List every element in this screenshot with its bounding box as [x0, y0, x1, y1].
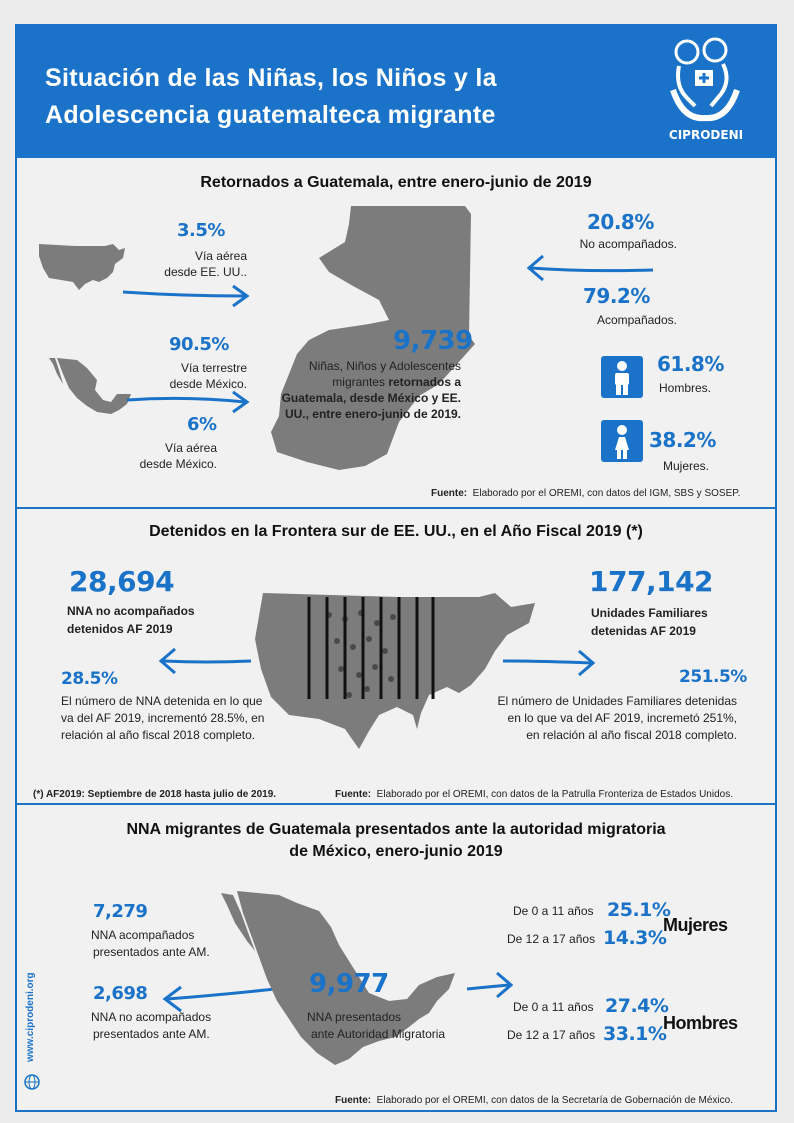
- section2-title: Detenidos en la Frontera sur de EE. UU.,…: [149, 523, 643, 540]
- family-units-total: 177,142: [589, 565, 714, 598]
- mx-accompanied-text-1: NNA acompañados: [91, 928, 195, 942]
- arrow-left-nna: [158, 647, 252, 675]
- guatemala-map-icon: [271, 206, 475, 470]
- logo-text: CIPRODENI: [668, 128, 744, 142]
- women-12-17-percent: 14.3%: [603, 927, 667, 949]
- logo-children-icon: [670, 37, 740, 122]
- women-0-11-label: De 0 a 11 años: [513, 904, 594, 918]
- men-percent: 61.8%: [657, 352, 724, 376]
- mx-accompanied-total: 7,279: [93, 901, 148, 922]
- globe-icon: [24, 1074, 40, 1090]
- section3-title-line-2: de México, enero-junio 2019: [289, 843, 503, 860]
- mexico-land-percent: 90.5%: [169, 334, 229, 355]
- men-12-17-percent: 33.1%: [603, 1023, 667, 1045]
- mx-accompanied-text-2: presentados ante AM.: [93, 945, 210, 959]
- mexico-large-map-icon: [221, 891, 455, 1065]
- mexico-air-percent: 6%: [187, 414, 217, 435]
- returnees-total: 9,739: [393, 326, 473, 356]
- female-figure-icon: [601, 420, 643, 462]
- nna-increase-text-3: relación al año fiscal 2018 completo.: [61, 728, 256, 742]
- mx-unaccompanied-text-2: presentados ante AM.: [93, 1027, 210, 1041]
- infographic-frame: Situación de las Niñas, los Niños y la A…: [15, 24, 777, 1112]
- men-group-label: Hombres: [663, 1013, 738, 1033]
- family-increase-text-3: en relación al año fiscal 2018 completo.: [526, 728, 737, 742]
- section1-source-text: Elaborado por el OREMI, con datos del IG…: [472, 488, 741, 499]
- returnees-text-4: UU., entre enero-junio de 2019.: [284, 407, 461, 421]
- nna-detained-total: 28,694: [69, 565, 175, 598]
- nna-increase-percent: 28.5%: [61, 669, 118, 689]
- title-line-1: Situación de las Niñas, los Niños y la: [45, 64, 497, 92]
- arrow-right-usa: [122, 284, 250, 308]
- accompanied-text: Acompañados.: [596, 313, 677, 327]
- usa-air-percent: 3.5%: [177, 220, 225, 241]
- section-returnees: Retornados a Guatemala, entre enero-juni…: [17, 158, 775, 507]
- section3-title-line-1: NNA migrantes de Guatemala presentados a…: [126, 821, 666, 838]
- mexico-air-text-2: desde México.: [139, 457, 217, 471]
- ciprodeni-logo: CIPRODENI: [665, 36, 747, 146]
- usa-detention-map-icon: [255, 593, 535, 749]
- family-increase-percent: 251.5%: [679, 667, 747, 687]
- section2-source-label: Fuente:: [335, 789, 372, 800]
- section1-title: Retornados a Guatemala, entre enero-juni…: [200, 174, 592, 191]
- women-group-label: Mujeres: [663, 915, 728, 935]
- mx-unaccompanied-total: 2,698: [93, 983, 148, 1004]
- header-banner: Situación de las Niñas, los Niños y la A…: [17, 26, 775, 158]
- section2-footnote: (*) AF2019: Septiembre de 2018 hasta jul…: [33, 789, 277, 800]
- section1-source: Fuente: Elaborado por el OREMI, con dato…: [431, 488, 761, 499]
- family-increase-text-2: en lo que va del AF 2019, incremetó 251%…: [507, 711, 737, 725]
- section2-source: Fuente: Elaborado por el OREMI, con dato…: [335, 789, 775, 800]
- accompanied-percent: 79.2%: [583, 284, 650, 308]
- returnees-text-1: Niñas, Niños y Adolescentes: [308, 359, 461, 373]
- men-12-17-label: De 12 a 17 años: [507, 1028, 596, 1042]
- women-percent: 38.2%: [649, 428, 716, 452]
- male-figure-icon: [601, 356, 643, 398]
- men-0-11-percent: 27.4%: [605, 995, 669, 1017]
- family-increase-text-1: El número de Unidades Familiares detenid…: [497, 694, 737, 708]
- usa-air-text-2: desde EE. UU..: [164, 265, 247, 279]
- returnees-text-3: Guatemala, desde México y EE.: [281, 391, 461, 405]
- mx-presented-total: 9,977: [309, 969, 389, 999]
- family-units-text-2: detenidas AF 2019: [591, 624, 696, 638]
- section3-source: Fuente: Elaborado por el OREMI, con dato…: [335, 1095, 775, 1106]
- section1-source-label: Fuente:: [431, 488, 468, 499]
- arrow-left-mexico: [162, 985, 276, 1013]
- family-units-text-1: Unidades Familiares: [591, 606, 708, 620]
- mx-presented-text-1: NNA presentados: [307, 1010, 402, 1024]
- returnees-text-2a: migrantes: [332, 375, 389, 389]
- nna-detained-text-1: NNA no acompañados: [67, 604, 195, 618]
- website-link[interactable]: www.ciprodeni.org: [25, 972, 36, 1062]
- unaccompanied-percent: 20.8%: [587, 210, 654, 234]
- usa-map-icon: [39, 244, 125, 290]
- nna-increase-text-1: El número de NNA detenida en lo que: [61, 694, 263, 708]
- usa-air-text-1: Vía aérea: [194, 249, 247, 263]
- unaccompanied-text: No acompañados.: [579, 237, 677, 251]
- mx-presented-text-2: ante Autoridad Migratoria: [311, 1027, 446, 1041]
- nna-increase-text-2: va del AF 2019, incrementó 28.5%, en: [61, 711, 265, 725]
- mx-unaccompanied-text-1: NNA no acompañados: [91, 1010, 212, 1024]
- arrow-right-mexico: [126, 390, 250, 414]
- arrow-right-breakdown: [466, 971, 514, 999]
- mexico-air-text-1: Vía aérea: [164, 441, 217, 455]
- mexico-land-text-1: Vía terrestre: [180, 361, 247, 375]
- mexico-map-icon: [49, 358, 131, 414]
- arrow-left-returnees: [526, 254, 654, 282]
- men-text: Hombres.: [659, 381, 712, 395]
- nna-detained-text-2: detenidos AF 2019: [67, 622, 173, 636]
- section-detained: Detenidos en la Frontera sur de EE. UU.,…: [17, 507, 775, 803]
- returnees-text-2: migrantes retornados a: [257, 374, 461, 390]
- women-text: Mujeres.: [663, 459, 710, 473]
- title-line-2: Adolescencia guatemalteca migrante: [45, 101, 496, 129]
- section-mexico-presented: NNA migrantes de Guatemala presentados a…: [17, 803, 775, 1112]
- returnees-text-2b: retornados a: [388, 375, 461, 389]
- arrow-right-family: [502, 649, 596, 677]
- section2-source-text: Elaborado por el OREMI, con datos de la …: [376, 789, 733, 800]
- section3-source-text: Elaborado por el OREMI, con datos de la …: [376, 1095, 733, 1106]
- page-title: Situación de las Niñas, los Niños y la A…: [45, 60, 645, 134]
- section3-source-label: Fuente:: [335, 1095, 372, 1106]
- men-0-11-label: De 0 a 11 años: [513, 1000, 594, 1014]
- women-0-11-percent: 25.1%: [607, 899, 671, 921]
- mexico-land-text-2: desde México.: [169, 377, 247, 391]
- women-12-17-label: De 12 a 17 años: [507, 932, 596, 946]
